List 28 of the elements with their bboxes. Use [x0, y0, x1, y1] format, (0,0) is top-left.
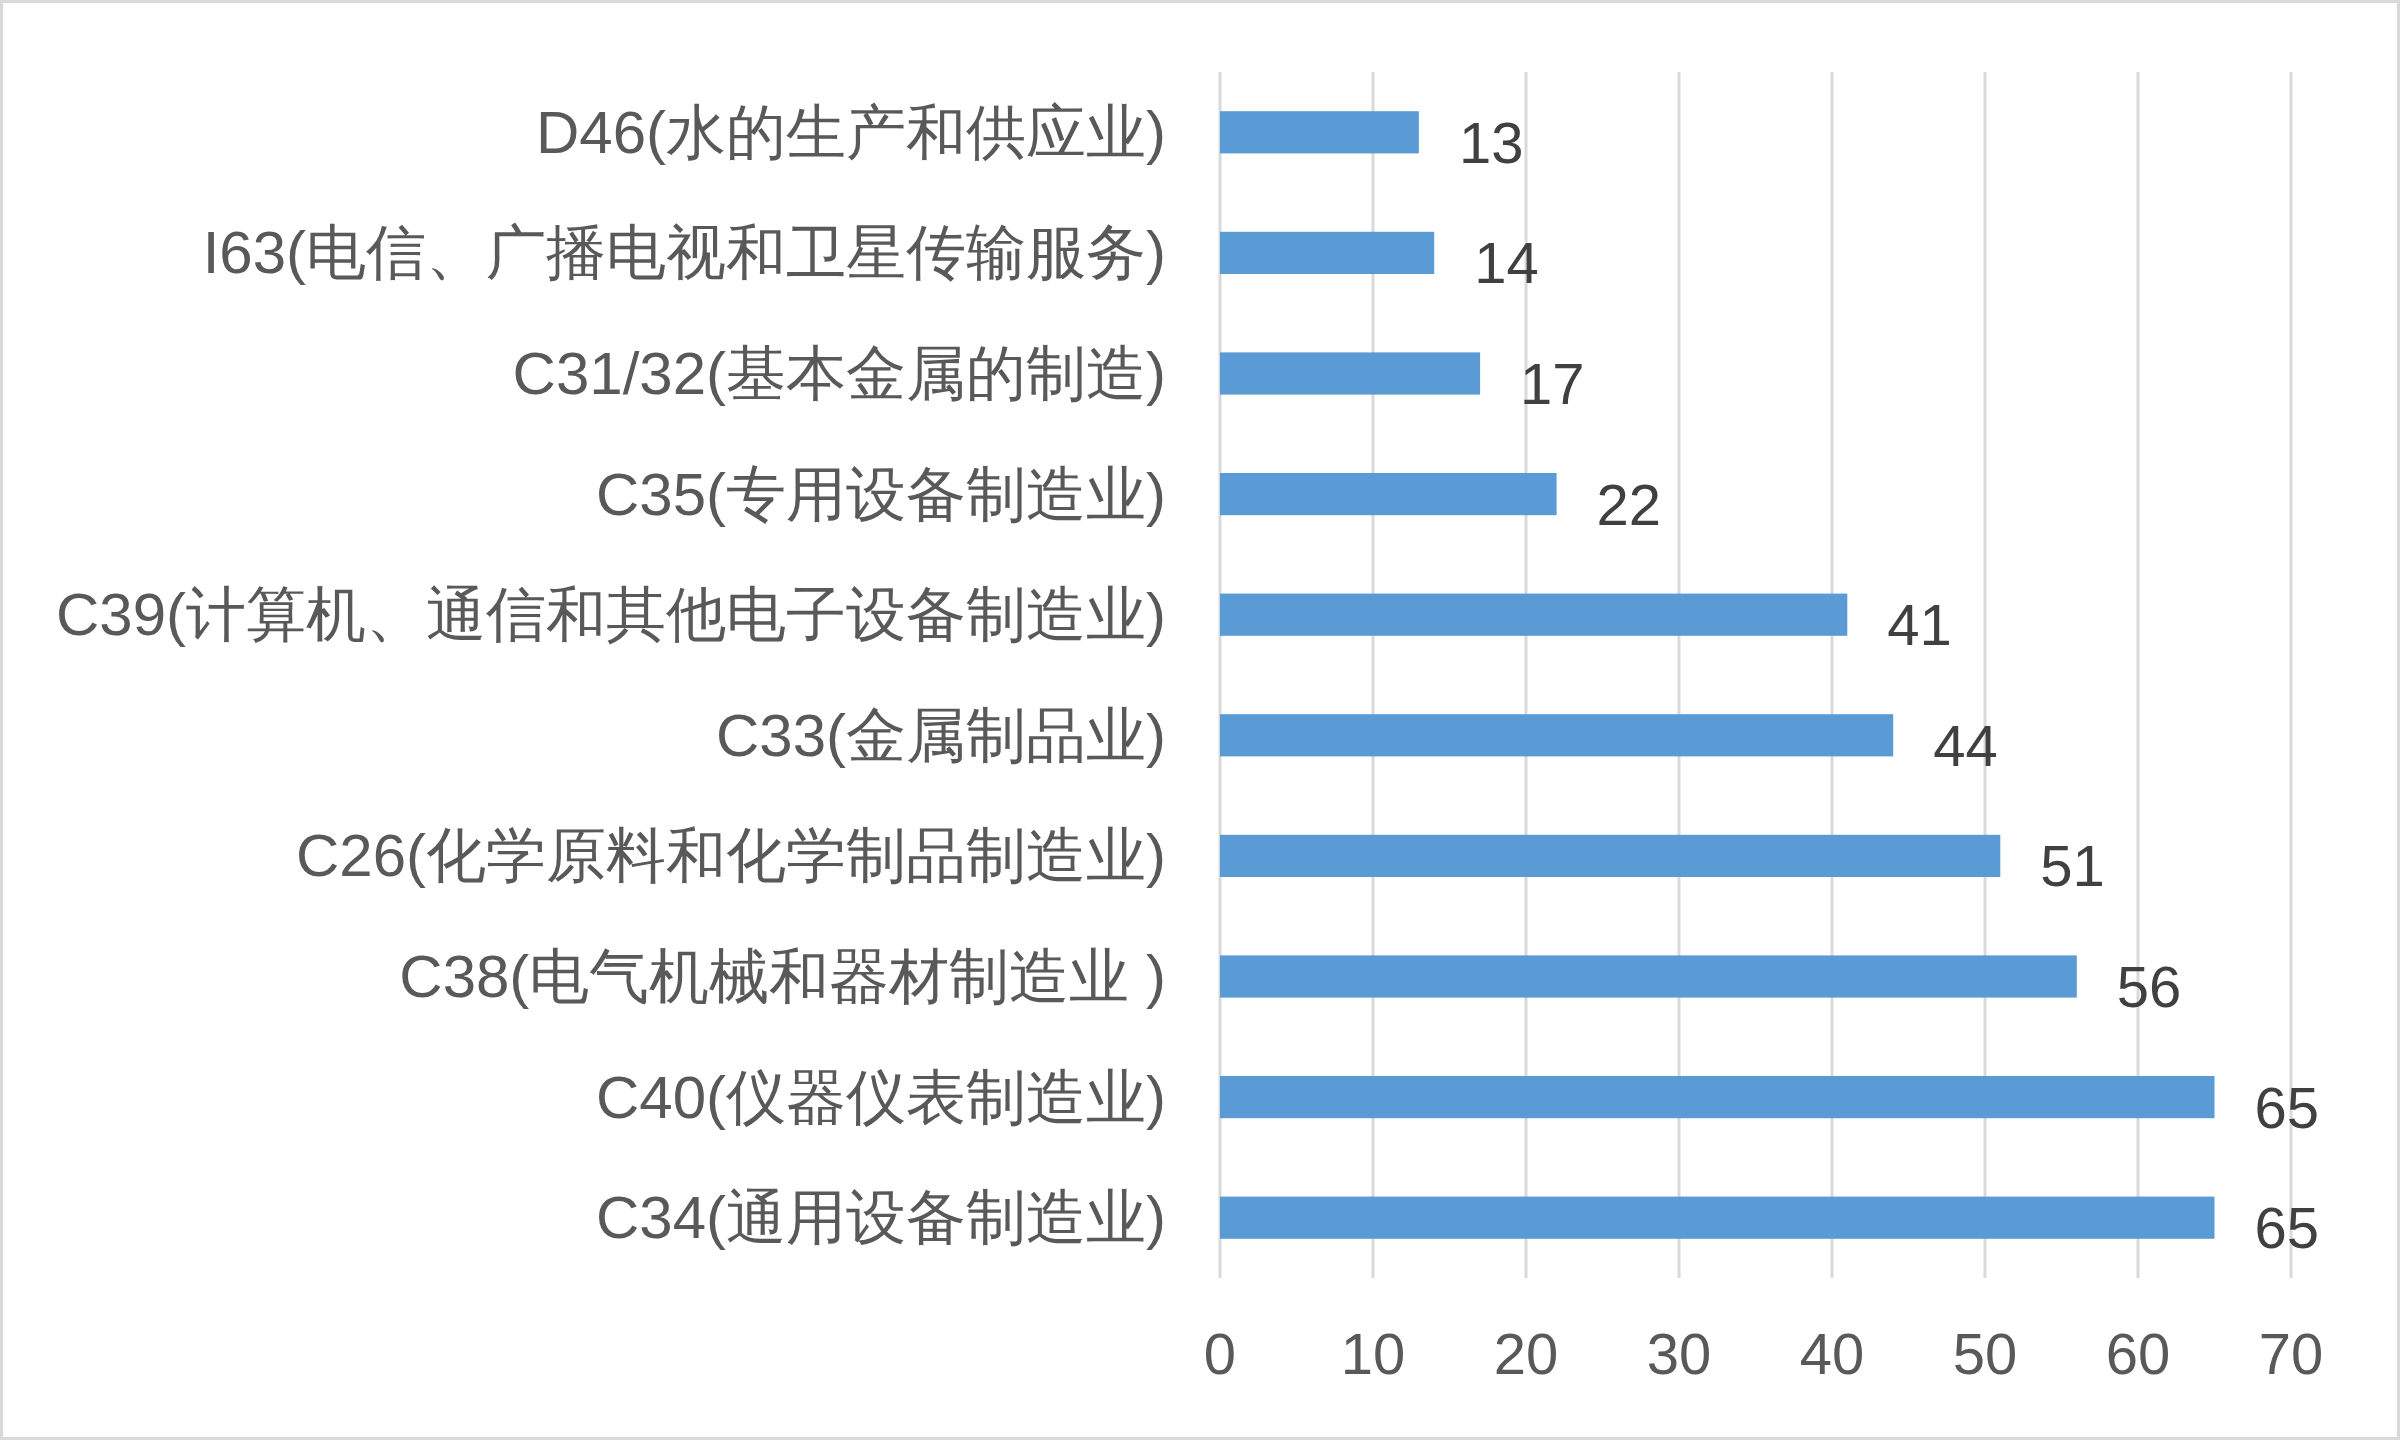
category-label: C31/32(基本金属的制造): [512, 340, 1166, 407]
data-label: 65: [2254, 1074, 2319, 1140]
category-label: C34(通用设备制造业): [595, 1184, 1166, 1252]
data-label: 41: [1887, 592, 1952, 658]
data-label: 56: [2116, 954, 2182, 1019]
category-label: I63(电信、广播电视和卫星传输服务): [202, 219, 1166, 287]
data-label: 14: [1474, 230, 1539, 296]
x-tick-label: 0: [1203, 1320, 1237, 1386]
x-tick-label: 60: [2105, 1320, 2171, 1386]
x-tick-label: 40: [1799, 1320, 1865, 1386]
x-tick-label: 50: [1952, 1320, 2018, 1386]
x-tick-label: 20: [1493, 1320, 1559, 1386]
category-label: C39(计算机、通信和其他电子设备制造业): [55, 581, 1166, 649]
data-label: 17: [1520, 351, 1585, 416]
category-label: C33(金属制品业): [715, 701, 1166, 769]
x-tick-label: 30: [1646, 1320, 1712, 1386]
data-label: 51: [2040, 833, 2105, 899]
category-label: C26(化学原料和化学制品制造业): [295, 822, 1166, 890]
category-label: D46(水的生产和供应业): [535, 98, 1166, 166]
x-tick-label: 10: [1340, 1320, 1406, 1386]
data-label: 13: [1458, 109, 1524, 175]
data-label: 65: [2254, 1195, 2319, 1261]
category-label: C38(电气机械和器材制造业 ): [399, 943, 1166, 1010]
data-label: 22: [1596, 471, 1662, 537]
category-label: C40(仪器仪表制造业): [595, 1063, 1166, 1131]
category-label: C35(专用设备制造业): [595, 460, 1166, 528]
data-label: 44: [1933, 712, 1998, 778]
x-tick-label: 70: [2258, 1320, 2324, 1386]
